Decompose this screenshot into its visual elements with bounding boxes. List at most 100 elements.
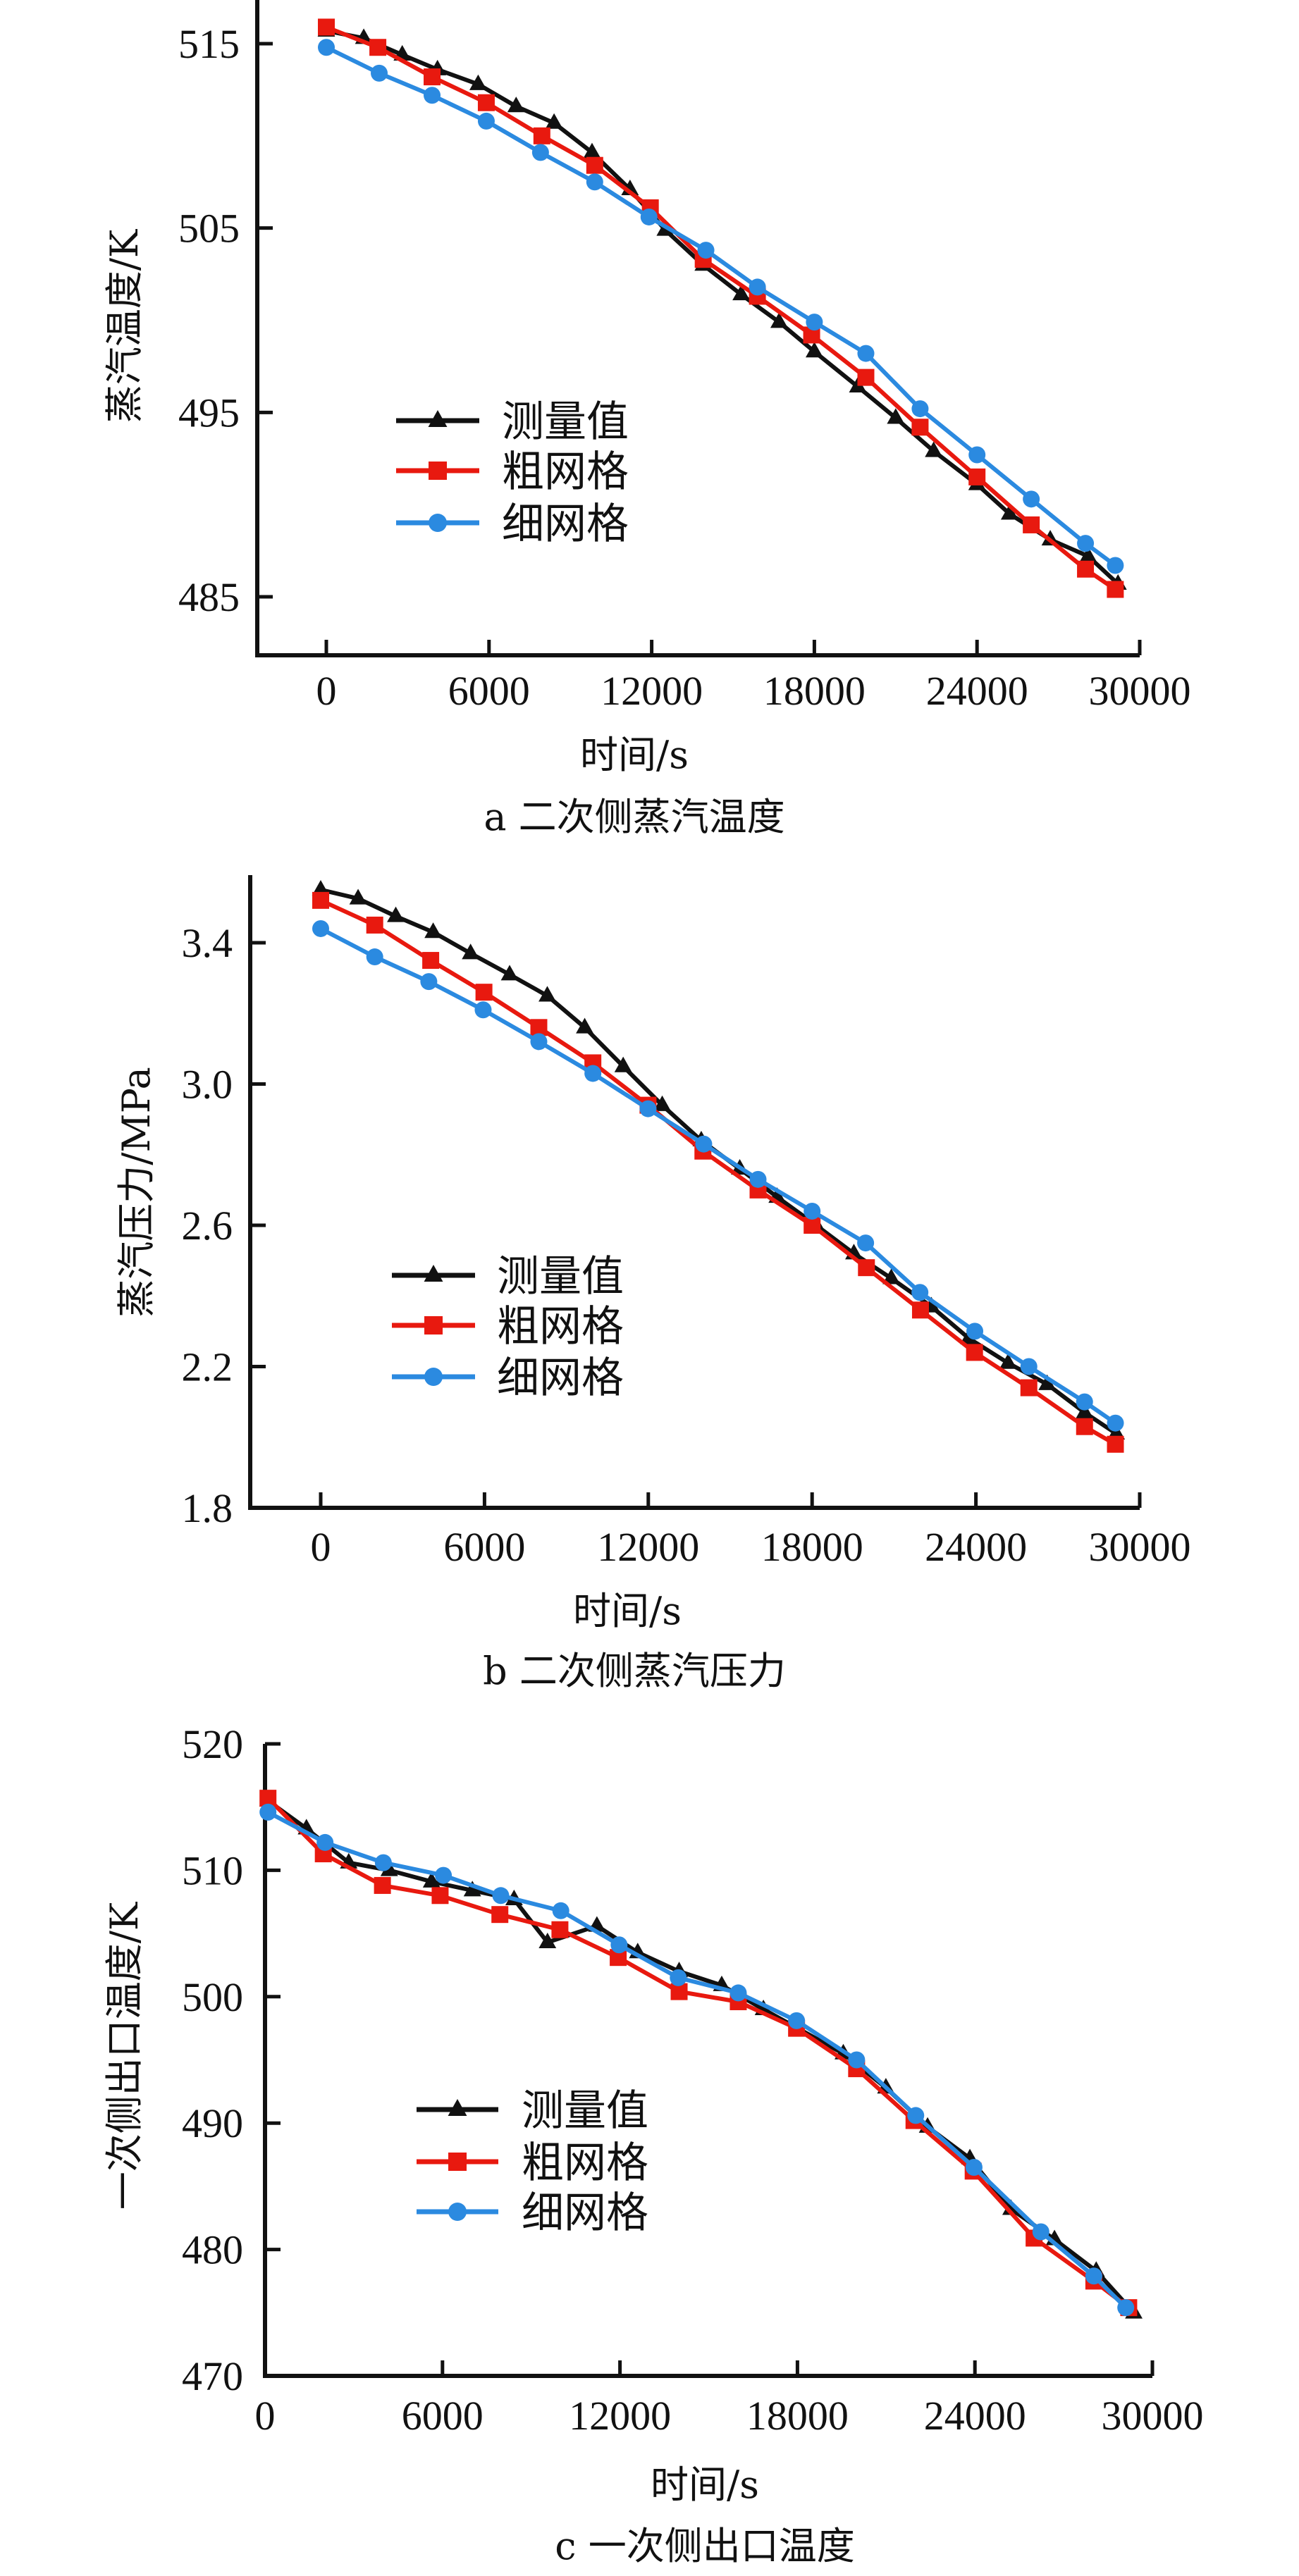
triangle-marker [882, 1268, 900, 1284]
legend-item: 粗网格 [396, 447, 629, 497]
y-tick-label: 490 [182, 2100, 243, 2146]
legend-item: 粗网格 [417, 2138, 648, 2188]
x-tick-label: 0 [255, 2393, 276, 2439]
y-tick-label: 470 [182, 2353, 243, 2399]
triangle-marker [349, 888, 367, 905]
legend-label: 细网格 [522, 2188, 648, 2238]
legend-label: 测量值 [522, 2086, 648, 2136]
y-axis-title: 一次侧出口温度/K [102, 1901, 147, 2210]
circle-marker [788, 2012, 806, 2029]
circle-marker [749, 278, 766, 296]
triangle-marker [538, 1932, 557, 1948]
circle-marker [312, 919, 329, 937]
x-tick-label: 18000 [746, 2393, 849, 2439]
y-tick-label: 3.4 [182, 920, 233, 966]
y-tick-label: 480 [182, 2227, 243, 2273]
circle-marker [586, 173, 603, 191]
triangle-marker [614, 1056, 632, 1072]
circle-marker [848, 2051, 866, 2069]
circle-marker [584, 1065, 602, 1082]
chart-caption: c 一次侧出口温度 [555, 2524, 854, 2568]
square-marker [966, 1344, 983, 1361]
circle-marker [911, 400, 929, 418]
circle-marker [1107, 1414, 1124, 1432]
x-tick-label: 0 [316, 668, 337, 714]
triangle-marker [653, 1095, 671, 1111]
triangle-marker [1107, 1423, 1126, 1440]
triangle-marker [424, 922, 443, 939]
chart-c-primary-outlet-temperature: 470 480 490 500 510 520 0 6000 12000 18000 24000 30… [102, 1721, 1204, 2568]
x-tick-label: 12000 [601, 668, 703, 714]
triangle-marker [805, 342, 823, 358]
circle-marker [448, 2203, 467, 2221]
legend-item: 测量值 [392, 1252, 624, 1301]
y-tick-label: 505 [178, 206, 240, 252]
axes [248, 875, 1140, 1510]
circle-marker [907, 2107, 925, 2124]
x-tick-label: 0 [311, 1524, 331, 1570]
y-tick-label: 1.8 [182, 1485, 233, 1531]
circle-marker [749, 1170, 767, 1188]
circle-marker [966, 1323, 984, 1340]
triangle-marker [500, 965, 519, 981]
square-marker [477, 94, 495, 111]
triangle-marker [462, 943, 480, 960]
x-tick-label: 12000 [569, 2393, 671, 2439]
square-marker [911, 419, 929, 436]
plot-area: 1.8 2.2 2.6 3.0 3.4 0 6000 12000 18000 24000 30000… [182, 875, 1191, 1570]
triangle-marker [1000, 504, 1018, 520]
x-tick-label: 6000 [448, 668, 530, 714]
circle-marker [420, 973, 438, 991]
legend-label: 测量值 [502, 397, 629, 447]
legend-item: 测量值 [417, 2086, 648, 2136]
x-tick-label: 6000 [402, 2393, 484, 2439]
triangle-marker [770, 312, 788, 328]
circle-marker [1020, 1358, 1038, 1375]
series-line [326, 28, 1120, 586]
plot-area: 485 495 505 515 0 6000 12000 18000 24000 30000 测量值… [178, 0, 1191, 714]
triangle-marker [1038, 1374, 1057, 1390]
x-axis-title: 时间/s [580, 733, 689, 777]
triangle-marker [583, 142, 601, 159]
triangle-marker [732, 285, 750, 301]
y-tick-label: 515 [178, 21, 240, 67]
triangle-marker [387, 906, 405, 922]
circle-marker [965, 2158, 983, 2176]
x-tick-label: 30000 [1089, 668, 1191, 714]
x-tick-label: 30000 [1089, 1524, 1191, 1570]
triangle-marker [545, 113, 563, 129]
circle-marker [259, 1803, 277, 1821]
triangle-marker [463, 1881, 481, 1897]
triangle-marker [469, 74, 487, 90]
square-marker [424, 1316, 443, 1335]
square-marker [586, 156, 603, 174]
x-tick-label: 12000 [597, 1524, 699, 1570]
circle-marker [429, 514, 447, 532]
x-axis-title: 时间/s [651, 2463, 759, 2507]
square-marker [312, 891, 329, 909]
triangle-marker [507, 97, 525, 113]
square-marker [533, 127, 550, 144]
square-marker [448, 2153, 467, 2171]
square-marker [857, 369, 875, 386]
circle-marker [911, 1284, 929, 1301]
legend-item: 粗网格 [392, 1302, 624, 1351]
legend-label: 细网格 [502, 500, 629, 549]
circle-marker [857, 345, 875, 362]
circle-marker [806, 314, 823, 331]
y-tick-label: 3.0 [182, 1062, 233, 1108]
chart-b-steam-pressure: 1.8 2.2 2.6 3.0 3.4 0 6000 12000 18000 24000 30000… [114, 875, 1191, 1693]
legend-item: 测量值 [396, 397, 629, 447]
circle-marker [1107, 557, 1124, 574]
circle-marker [1032, 2223, 1049, 2241]
circle-marker [1023, 490, 1040, 508]
circle-marker [424, 1368, 443, 1386]
square-marker [318, 18, 335, 36]
square-marker [491, 1906, 509, 1924]
square-marker [475, 984, 493, 1001]
circle-marker [804, 1202, 821, 1220]
square-marker [1076, 1418, 1093, 1435]
triangle-marker [1079, 546, 1097, 562]
legend-label: 细网格 [497, 1354, 624, 1403]
